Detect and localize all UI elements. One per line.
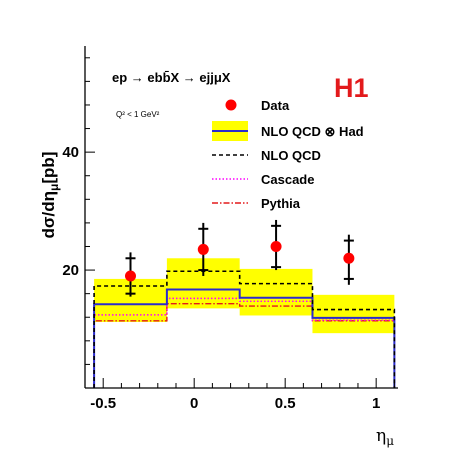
legend-label-nlo-qcd: NLO QCD	[261, 148, 321, 163]
nlo-had-histogram	[93, 288, 396, 388]
nlo-qcd-histogram	[93, 270, 396, 388]
ticks: -0.5 0 0.5 1 20 40	[62, 57, 395, 412]
legend-label-nlo-had: NLO QCD ⊗ Had	[261, 124, 364, 139]
legend-label-data: Data	[261, 98, 290, 113]
theory-histograms	[93, 270, 396, 388]
legend-data-marker	[225, 99, 237, 111]
nlo-band-bin	[239, 268, 313, 316]
pythia-histogram	[93, 302, 396, 388]
process-label: ep → ebb̄X → ejjμX	[112, 70, 231, 85]
data-points	[124, 219, 355, 297]
cascade-histogram	[93, 297, 396, 388]
legend-label-cascade: Cascade	[261, 172, 314, 187]
data-point	[270, 240, 282, 252]
y-tick-label: 40	[62, 144, 79, 161]
data-point	[343, 252, 355, 264]
x-tick-label: 0	[190, 395, 198, 412]
y-tick-label: 20	[62, 262, 79, 279]
y-axis-label: dσ/dημ[pb]	[39, 152, 61, 239]
x-axis-label: ημ	[376, 426, 394, 448]
nlo-band-bin	[312, 294, 395, 334]
x-tick-label: -0.5	[90, 395, 116, 412]
cut-label: Q² < 1 GeV²	[116, 110, 160, 119]
h1-logo: H1	[334, 73, 369, 103]
data-point	[197, 243, 209, 255]
axes	[84, 46, 398, 389]
data-point	[124, 270, 136, 282]
x-tick-label: 0.5	[275, 395, 296, 412]
x-tick-label: 1	[372, 395, 380, 412]
legend: Data NLO QCD ⊗ Had NLO QCD Cascade Pythi…	[212, 98, 364, 211]
legend-label-pythia: Pythia	[261, 196, 301, 211]
